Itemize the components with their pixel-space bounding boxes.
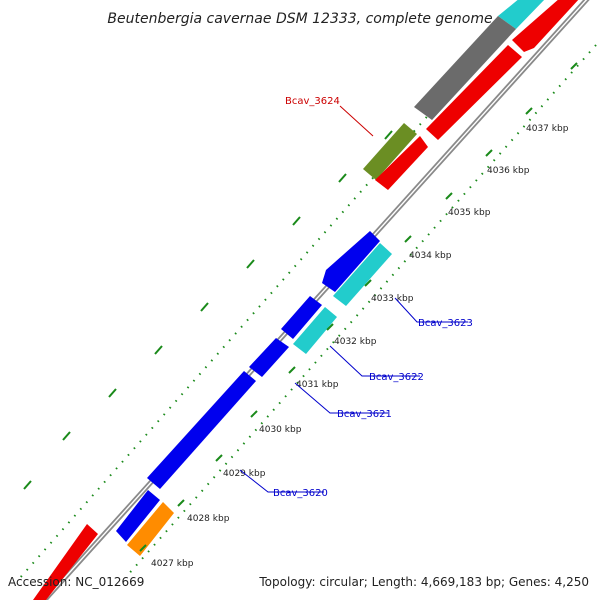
genome-title: Beutenbergia cavernae DSM 12333, complet… [107,11,492,27]
outer-strand-genes [33,0,545,600]
inner-strand-genes [127,0,579,556]
gene-blue-large [147,371,256,489]
gene-red-top [512,0,579,52]
gene-label-bcav-3620: Bcav_3620 [273,488,328,499]
gene-label-leaders [239,105,468,493]
gene-blue-3 [249,338,289,377]
gene-label-bcav-3621: Bcav_3621 [337,409,392,420]
inner-major-ticks [139,62,578,552]
gene-bcav-3623 [333,243,392,306]
kbp-label-4036: 4036 kbp [487,166,530,176]
gene-blue-bottom [116,490,160,542]
genome-backbone [41,0,590,600]
gene-red-bottom [33,524,98,600]
kbp-label-4028: 4028 kbp [187,514,230,524]
gene-bcav-3620 [127,502,174,556]
gene-bcav-3622 [293,307,337,354]
kbp-label-4033: 4033 kbp [371,294,414,304]
gene-red-2 [426,45,522,140]
kbp-label-4035: 4035 kbp [448,208,491,218]
gene-label-bcav-3624: Bcav_3624 [285,96,340,107]
outer-major-ticks [23,43,484,490]
kbp-label-4030: 4030 kbp [259,425,302,435]
kbp-label-4037: 4037 kbp [526,124,569,134]
gene-blue-1 [322,231,380,292]
gene-red-3 [375,136,428,190]
kbp-label-4032: 4032 kbp [334,337,377,347]
topology-text: Topology: circular; Length: 4,669,183 bp… [258,575,589,589]
gene-label-bcav-3622: Bcav_3622 [369,372,424,383]
gene-bcav-3624 [363,123,417,180]
gene-cyan-top [498,0,545,29]
gene-gray-large [414,16,516,120]
gene-blue-2 [281,296,322,339]
gene-labels: Bcav_3624 Bcav_3623 Bcav_3622 Bcav_3621 … [273,96,473,499]
gene-label-bcav-3623: Bcav_3623 [418,318,473,329]
kbp-label-4027: 4027 kbp [151,559,194,569]
kbp-label-4031: 4031 kbp [296,380,339,390]
kbp-label-4034: 4034 kbp [409,251,452,261]
kbp-labels: 4027 kbp 4028 kbp 4029 kbp 4030 kbp 4031… [151,124,569,569]
accession-text: Accession: NC_012669 [8,575,144,589]
inner-tick-ring [125,44,597,578]
